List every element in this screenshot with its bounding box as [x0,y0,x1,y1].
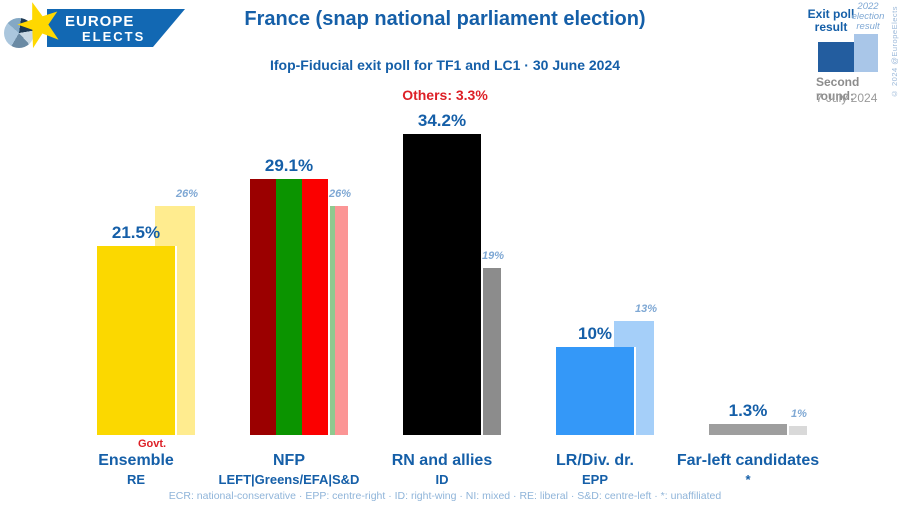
bloc-label: RE [126,472,146,487]
logo-text-elects: ELECTS [82,29,146,44]
exit-poll-bar [250,178,330,435]
bloc-label: EPP [581,472,608,487]
exit-poll-value-label: 34.2% [417,111,467,131]
bloc-label: LEFT|Greens/EFA|S&D [218,472,360,487]
bloc-label: * [745,472,751,487]
exit-poll-value-label: 1.3% [728,400,768,420]
chart-subtitle: Ifop-Fiducial exit poll for TF1 and LC1 … [269,57,621,73]
logo-text-europe: EUROPE [65,13,135,30]
previous-result-value-label: 1% [791,408,807,421]
govt-note: Govt. [137,438,167,450]
legend-previous-swatch [854,34,878,72]
bar-stripe [302,178,328,435]
glossary-footnote: ECR: national-conservative · EPP: centre… [168,490,722,502]
bloc-label: ID [435,472,449,487]
second-round-date: 7 July 2024 [816,91,878,105]
previous-result-value-label: 26% [175,188,199,201]
party-label: NFP [273,452,305,469]
legend-exit-swatch [818,42,854,72]
exit-poll-bar [403,134,483,435]
exit-poll-bar [709,423,789,435]
exit-poll-bar [556,347,636,435]
bar-stripe [250,178,276,435]
exit-poll-value-label: 21.5% [111,222,161,242]
party-label: RN and allies [391,452,493,469]
bar-stripe [97,245,175,435]
bar-stripe [403,134,481,435]
bar-stripe [334,206,348,435]
exit-poll-value-label: 10% [577,324,613,343]
exit-poll-value-label: 29.1% [264,155,314,175]
previous-result-value-label: 26% [328,188,352,201]
bar-stripe [556,347,634,435]
legend-exit-poll-label: Exit poll result [807,7,855,35]
previous-result-value-label: 13% [634,302,658,315]
bar-stripe [709,423,787,435]
second-round-label: Second round: [816,75,860,103]
exit-poll-bar [97,245,177,435]
legend-2022-result-label: 2022 election result [851,1,885,32]
party-label: Far-left candidates [676,452,820,469]
previous-result-value-label: 19% [481,249,505,262]
party-label: Ensemble [98,452,174,469]
others-value-label: Others: 3.3% [402,87,488,103]
bar-stripe [276,178,302,435]
chart-title: France (snap national parliament electio… [244,8,646,30]
party-label: LR/Div. dr. [556,452,634,469]
